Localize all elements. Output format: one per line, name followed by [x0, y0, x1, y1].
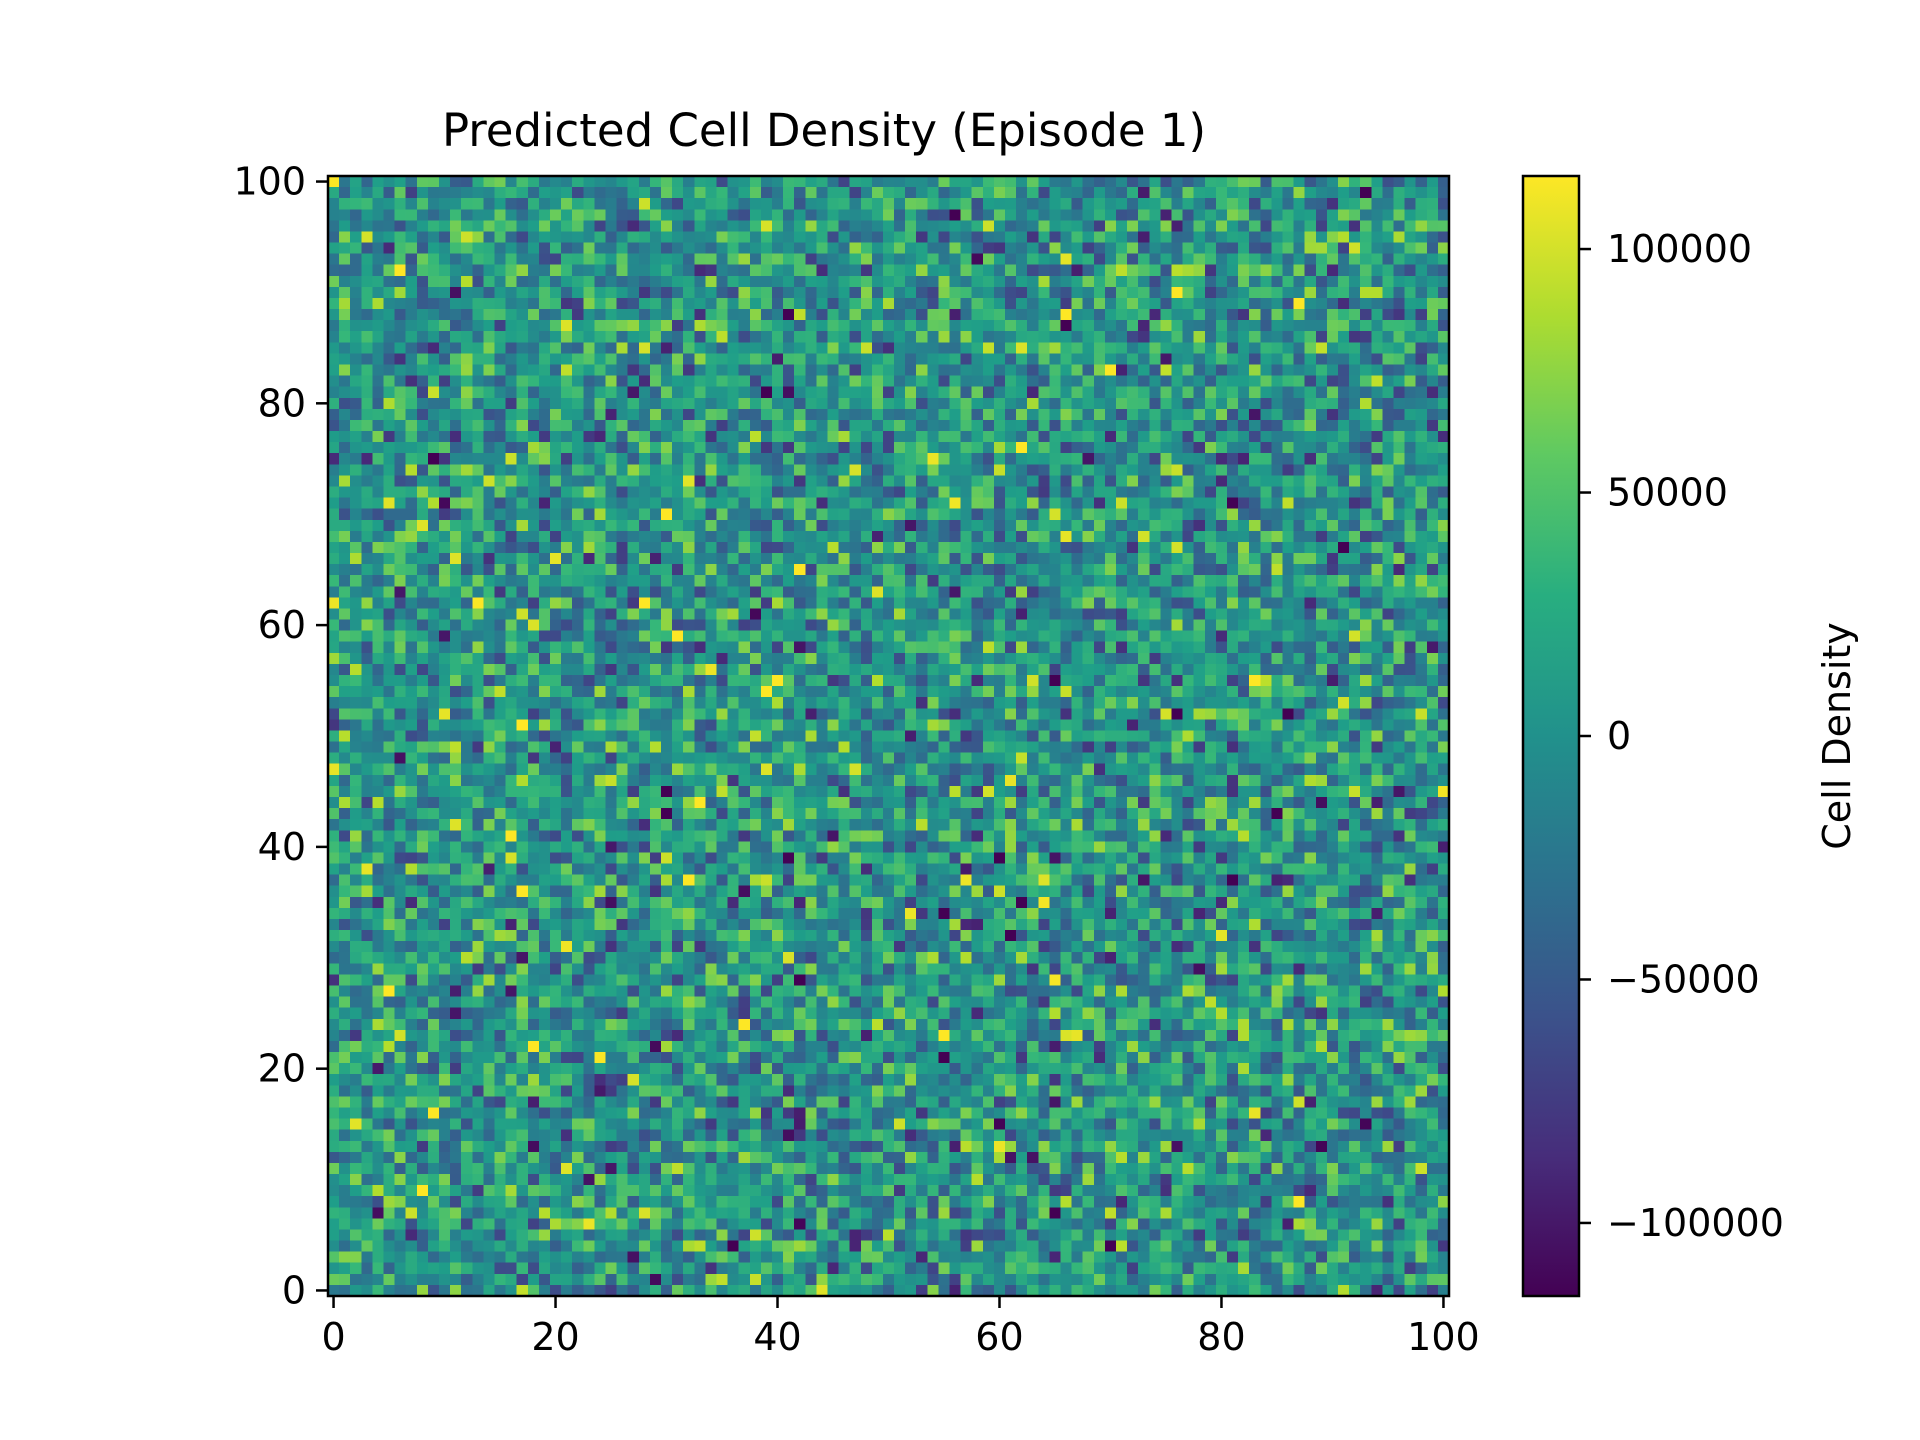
colorbar-tick-label: −50000: [1607, 957, 1760, 1001]
colorbar: −100000 −50000 0 50000 100000 Cell Density: [1521, 174, 1859, 1298]
colorbar-label: Cell Density: [1815, 622, 1859, 850]
colorbar-ticks: −100000 −50000 0 50000 100000: [1579, 227, 1784, 1245]
chart-title: Predicted Cell Density (Episode 1): [442, 104, 1206, 157]
y-tick-label: 100: [233, 160, 306, 204]
x-tick-label: 0: [321, 1315, 345, 1359]
heatmap-cells: [328, 176, 1449, 1296]
x-tick-label: 60: [975, 1315, 1023, 1359]
x-tick-label: 40: [753, 1315, 801, 1359]
heatmap-plot: [326, 174, 1451, 1298]
x-tick-label: 100: [1407, 1315, 1480, 1359]
colorbar-tick-label: 50000: [1607, 471, 1728, 515]
x-axis: 0 20 40 60 80 100: [321, 1296, 1480, 1359]
y-tick-label: 40: [258, 825, 306, 869]
colorbar-gradient: [1523, 176, 1579, 1296]
x-tick-label: 80: [1197, 1315, 1245, 1359]
y-tick-label: 0: [282, 1268, 306, 1312]
colorbar-tick-label: 0: [1607, 714, 1631, 758]
y-axis: 0 20 40 60 80 100: [233, 160, 328, 1312]
y-tick-label: 80: [258, 381, 306, 425]
x-tick-label: 20: [531, 1315, 579, 1359]
colorbar-tick-label: −100000: [1607, 1201, 1784, 1245]
plot-frame: [326, 174, 1451, 1298]
y-tick-label: 20: [258, 1047, 306, 1091]
y-tick-label: 60: [258, 603, 306, 647]
colorbar-tick-label: 100000: [1607, 227, 1752, 271]
